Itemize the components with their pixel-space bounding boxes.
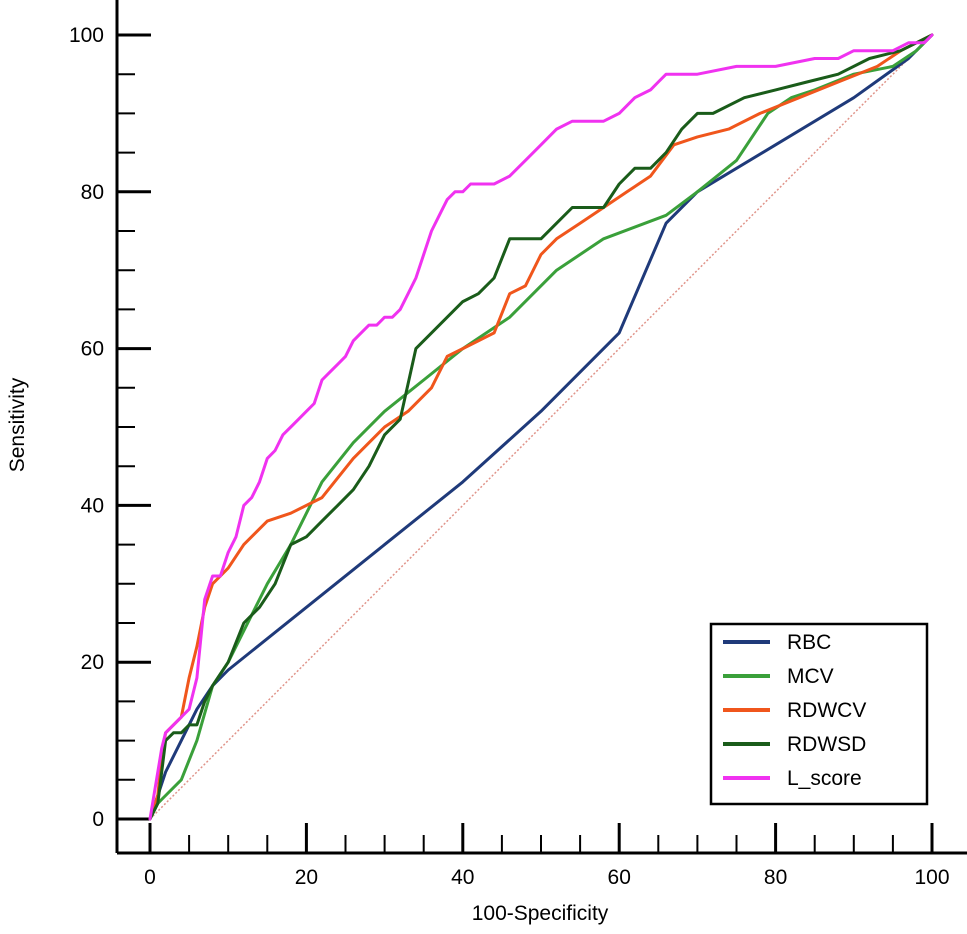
x-axis-title: 100-Specificity	[472, 902, 609, 925]
legend: RBC MCV RDWCV RDWSD L_score	[709, 622, 929, 806]
legend-label: L_score	[787, 767, 862, 790]
legend-box	[709, 622, 929, 806]
series-line-l-score	[148, 33, 934, 821]
y-tick-label: 60	[81, 338, 104, 361]
series-lines	[148, 33, 934, 821]
series-line-rbc	[148, 33, 934, 821]
y-tick-label: 80	[81, 181, 104, 204]
x-tick-label: 80	[764, 866, 787, 889]
y-tick-label: 40	[81, 494, 104, 517]
y-tick-label: 100	[69, 24, 104, 47]
legend-label: MCV	[787, 665, 834, 688]
legend-label: RDWSD	[787, 733, 866, 756]
legend-label: RDWCV	[787, 699, 866, 722]
x-tick-label: 100	[914, 866, 949, 889]
reference-line	[149, 34, 933, 820]
legend-label: RBC	[787, 631, 831, 654]
series-line-rdwsd	[148, 33, 934, 821]
y-tick-label: 0	[92, 808, 104, 831]
x-tick-label: 0	[144, 866, 156, 889]
x-tick-label: 20	[295, 866, 318, 889]
y-axis-title: Sensitivity	[6, 377, 29, 472]
x-tick-label: 40	[451, 866, 474, 889]
x-tick-label: 60	[608, 866, 631, 889]
ticks: 0 20 40 60 80 100 0 20 40 60 80 100	[69, 24, 950, 889]
y-tick-label: 20	[81, 651, 104, 674]
